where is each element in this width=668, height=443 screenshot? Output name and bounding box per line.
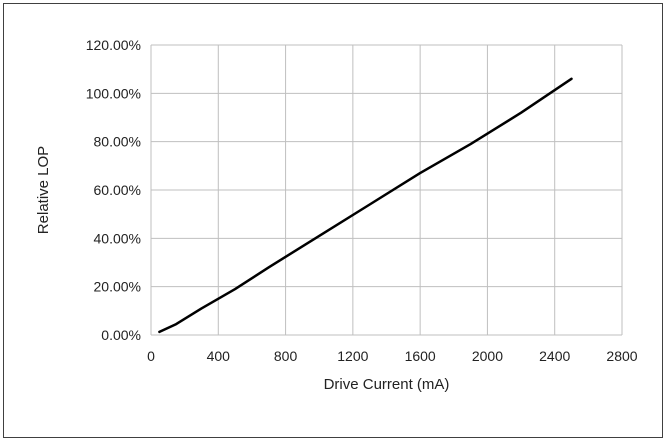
- y-axis-title: Relative LOP: [35, 146, 52, 234]
- y-tick-label: 60.00%: [94, 182, 141, 198]
- line-chart: 0.00% 20.00% 40.00% 60.00% 80.00% 100.00% 120.…: [35, 37, 638, 393]
- x-tick-label: 1200: [337, 348, 368, 364]
- x-axis-ticks: 0 400 800 1200 1600 2000 2400 2800: [147, 348, 638, 364]
- x-tick-label: 1600: [405, 348, 436, 364]
- x-tick-label: 800: [274, 348, 298, 364]
- grid: [150, 44, 623, 336]
- x-tick-label: 2800: [606, 348, 637, 364]
- x-tick-label: 2000: [472, 348, 503, 364]
- y-tick-label: 100.00%: [86, 85, 141, 101]
- x-axis-title: Drive Current (mA): [324, 376, 450, 393]
- x-tick-label: 2400: [539, 348, 570, 364]
- y-tick-label: 0.00%: [101, 327, 141, 343]
- y-tick-label: 20.00%: [94, 279, 141, 295]
- y-axis-ticks: 0.00% 20.00% 40.00% 60.00% 80.00% 100.00% 120.…: [86, 37, 141, 343]
- y-tick-label: 120.00%: [86, 37, 141, 53]
- x-tick-label: 400: [207, 348, 231, 364]
- x-tick-label: 0: [147, 348, 155, 364]
- series-line: [158, 77, 573, 334]
- y-tick-label: 40.00%: [94, 230, 141, 246]
- series-layer: [158, 77, 573, 334]
- chart-frame: 0.00% 20.00% 40.00% 60.00% 80.00% 100.00% 120.…: [3, 3, 663, 438]
- y-tick-label: 80.00%: [94, 134, 141, 150]
